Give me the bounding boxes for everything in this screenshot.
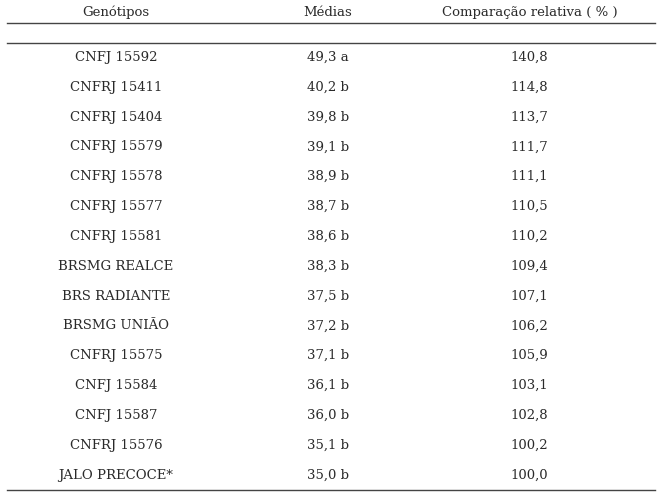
Text: 103,1: 103,1 bbox=[510, 379, 549, 392]
Text: JALO PRECOCE*: JALO PRECOCE* bbox=[58, 468, 173, 481]
Text: CNFJ 15584: CNFJ 15584 bbox=[75, 379, 157, 392]
Text: 111,7: 111,7 bbox=[510, 140, 549, 153]
Text: 38,3 b: 38,3 b bbox=[307, 260, 349, 273]
Text: 105,9: 105,9 bbox=[510, 349, 549, 362]
Text: 35,0 b: 35,0 b bbox=[307, 468, 349, 481]
Text: 40,2 b: 40,2 b bbox=[307, 80, 349, 94]
Text: 38,7 b: 38,7 b bbox=[307, 200, 349, 213]
Text: 140,8: 140,8 bbox=[511, 51, 548, 64]
Text: 37,2 b: 37,2 b bbox=[307, 320, 349, 332]
Text: 110,2: 110,2 bbox=[511, 230, 548, 243]
Text: 49,3 a: 49,3 a bbox=[307, 51, 349, 64]
Text: CNFRJ 15581: CNFRJ 15581 bbox=[70, 230, 162, 243]
Text: 100,2: 100,2 bbox=[511, 439, 548, 452]
Text: BRSMG REALCE: BRSMG REALCE bbox=[58, 260, 173, 273]
Text: CNFRJ 15404: CNFRJ 15404 bbox=[70, 110, 162, 124]
Text: 102,8: 102,8 bbox=[511, 409, 548, 422]
Text: 106,2: 106,2 bbox=[510, 320, 549, 332]
Text: CNFRJ 15411: CNFRJ 15411 bbox=[70, 80, 162, 94]
Text: Genótipos: Genótipos bbox=[82, 6, 150, 19]
Text: 37,5 b: 37,5 b bbox=[307, 290, 349, 302]
Text: 36,1 b: 36,1 b bbox=[307, 379, 349, 392]
Text: 114,8: 114,8 bbox=[511, 80, 548, 94]
Text: 39,8 b: 39,8 b bbox=[307, 110, 349, 124]
Text: CNFRJ 15579: CNFRJ 15579 bbox=[70, 140, 162, 153]
Text: 100,0: 100,0 bbox=[511, 468, 548, 481]
Text: 111,1: 111,1 bbox=[511, 170, 548, 183]
Text: 39,1 b: 39,1 b bbox=[307, 140, 349, 153]
Text: 113,7: 113,7 bbox=[510, 110, 549, 124]
Text: CNFRJ 15578: CNFRJ 15578 bbox=[70, 170, 162, 183]
Text: Médias: Médias bbox=[303, 6, 352, 19]
Text: 109,4: 109,4 bbox=[510, 260, 549, 273]
Text: Comparação relativa ( % ): Comparação relativa ( % ) bbox=[442, 6, 618, 19]
Text: BRSMG UNIÃO: BRSMG UNIÃO bbox=[63, 320, 169, 332]
Text: 36,0 b: 36,0 b bbox=[307, 409, 349, 422]
Text: 38,9 b: 38,9 b bbox=[307, 170, 349, 183]
Text: CNFJ 15587: CNFJ 15587 bbox=[75, 409, 157, 422]
Text: 107,1: 107,1 bbox=[510, 290, 549, 302]
Text: 37,1 b: 37,1 b bbox=[307, 349, 349, 362]
Text: BRS RADIANTE: BRS RADIANTE bbox=[62, 290, 170, 302]
Text: CNFRJ 15577: CNFRJ 15577 bbox=[70, 200, 162, 213]
Text: CNFJ 15592: CNFJ 15592 bbox=[75, 51, 157, 64]
Text: 110,5: 110,5 bbox=[511, 200, 548, 213]
Text: CNFRJ 15576: CNFRJ 15576 bbox=[70, 439, 162, 452]
Text: 35,1 b: 35,1 b bbox=[307, 439, 349, 452]
Text: CNFRJ 15575: CNFRJ 15575 bbox=[70, 349, 162, 362]
Text: 38,6 b: 38,6 b bbox=[307, 230, 349, 243]
